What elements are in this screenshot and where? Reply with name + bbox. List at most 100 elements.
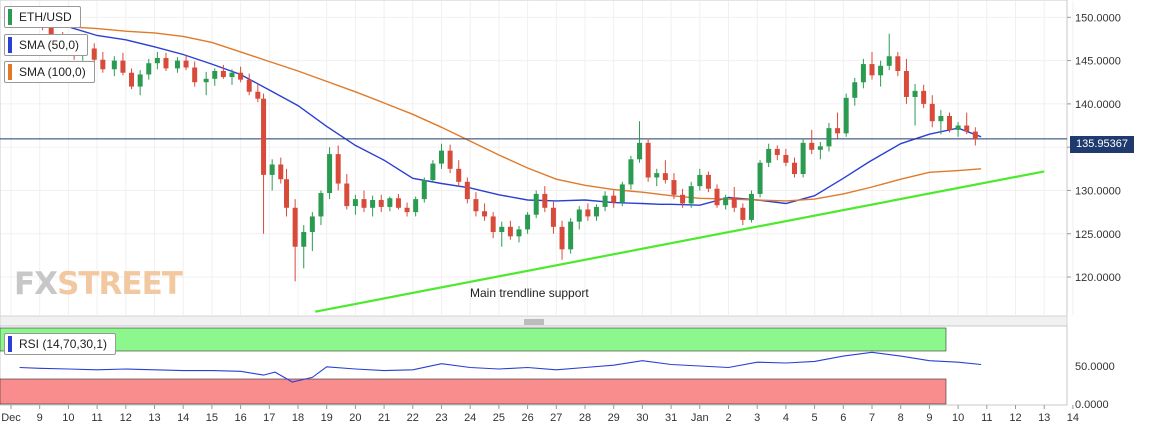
candle-body xyxy=(192,67,198,83)
y-tick-label: 150.0000 xyxy=(1075,12,1121,24)
candle-body xyxy=(309,216,315,233)
candle-body xyxy=(413,199,419,213)
rsi-swatch xyxy=(8,336,12,352)
candle-body xyxy=(860,64,866,83)
x-tick-label: 25 xyxy=(493,412,505,424)
y-tick-label: 145.0000 xyxy=(1075,56,1121,68)
candle-body xyxy=(817,146,823,150)
x-tick-label: 18 xyxy=(292,412,304,424)
sma-line xyxy=(39,14,982,206)
x-tick-label: 27 xyxy=(550,412,562,424)
x-tick-label: 7 xyxy=(869,412,875,424)
candle-body xyxy=(792,162,798,175)
candle-body xyxy=(903,70,909,97)
trendline-support xyxy=(314,170,1045,313)
x-tick-label: 14 xyxy=(177,412,189,424)
candle-body xyxy=(946,116,952,130)
x-tick-label: Dec xyxy=(1,412,21,424)
candle-body xyxy=(220,70,226,78)
rsi-oversold-zone xyxy=(0,378,947,405)
x-tick-label: 12 xyxy=(1009,412,1021,424)
candle-body xyxy=(680,194,686,204)
candle-body xyxy=(284,179,290,208)
candle-body xyxy=(809,142,815,150)
symbol-swatch xyxy=(8,9,12,25)
candle-body xyxy=(585,209,591,217)
candle-body xyxy=(292,207,298,247)
watermark-street: STREET xyxy=(57,266,183,302)
candle-body xyxy=(137,74,143,87)
x-tick-label: 13 xyxy=(1038,412,1050,424)
x-tick-label: 21 xyxy=(378,412,390,424)
candle-body xyxy=(430,163,436,181)
candle-body xyxy=(800,142,806,175)
x-tick-label: 24 xyxy=(464,412,476,424)
candle-body xyxy=(628,159,634,185)
candle-body xyxy=(964,125,970,132)
candle-body xyxy=(129,72,135,87)
candle-body xyxy=(938,116,944,122)
sma-line xyxy=(39,23,982,202)
candle-body xyxy=(516,229,522,237)
x-tick-label: 30 xyxy=(636,412,648,424)
x-tick-label: 14 xyxy=(1067,412,1079,424)
candle-body xyxy=(619,184,625,203)
candle-body xyxy=(387,198,393,207)
candle-body xyxy=(48,25,54,39)
x-tick-label: 15 xyxy=(206,412,218,424)
candle-body xyxy=(731,197,737,208)
candle-body xyxy=(261,98,267,175)
candle-body xyxy=(421,180,427,200)
candle-body xyxy=(852,82,858,98)
candle-body xyxy=(482,211,488,217)
candle-body xyxy=(229,72,235,78)
candle-body xyxy=(929,103,935,122)
candle-body xyxy=(705,174,711,189)
x-tick-label: 11 xyxy=(91,412,102,424)
candle-body xyxy=(593,206,599,217)
x-tick-label: 17 xyxy=(263,412,275,424)
x-tick-label: 19 xyxy=(321,412,333,424)
rsi-tag[interactable]: RSI (14,70,30,1) xyxy=(4,333,117,355)
candle-body xyxy=(714,188,720,206)
y-tick-label: 125.0000 xyxy=(1075,229,1121,241)
rsi-overbought-zone xyxy=(0,327,947,352)
x-tick-label: 12 xyxy=(120,412,132,424)
candle-body xyxy=(100,59,106,70)
candle-body xyxy=(327,154,333,194)
sma50-label: SMA (50,0) xyxy=(19,38,80,52)
candle-body xyxy=(91,48,97,60)
symbol-tag[interactable]: ETH/USD xyxy=(4,6,81,28)
candle-body xyxy=(550,207,556,227)
x-tick-label: 26 xyxy=(521,412,533,424)
candle-body xyxy=(826,128,832,147)
x-tick-label: 31 xyxy=(665,412,677,424)
candle-body xyxy=(533,193,539,215)
candle-body xyxy=(688,186,694,204)
candle-body xyxy=(111,60,117,70)
sma100-tag[interactable]: SMA (100,0) xyxy=(4,61,95,83)
candle-body xyxy=(456,168,462,182)
candle-body xyxy=(637,142,643,160)
candle-body xyxy=(912,90,918,97)
candle-body xyxy=(174,60,180,69)
candle-body xyxy=(568,221,574,250)
candle-body xyxy=(318,193,324,217)
candle-body xyxy=(955,125,961,130)
sma100-swatch xyxy=(8,64,12,80)
candle-body xyxy=(120,60,126,73)
x-tick-label: 3 xyxy=(754,412,760,424)
candle-body xyxy=(361,199,367,208)
candle-body xyxy=(662,173,668,181)
candle-body xyxy=(335,154,341,184)
sma50-tag[interactable]: SMA (50,0) xyxy=(4,34,89,56)
candle-body xyxy=(269,164,275,175)
current-price-tag: 135.95367 xyxy=(1070,136,1134,153)
candle-body xyxy=(843,97,849,134)
candle-body xyxy=(212,70,218,79)
candle-body xyxy=(278,164,284,180)
candle-body xyxy=(507,226,513,237)
candle-body xyxy=(464,181,470,200)
sma100-label: SMA (100,0) xyxy=(19,65,86,79)
